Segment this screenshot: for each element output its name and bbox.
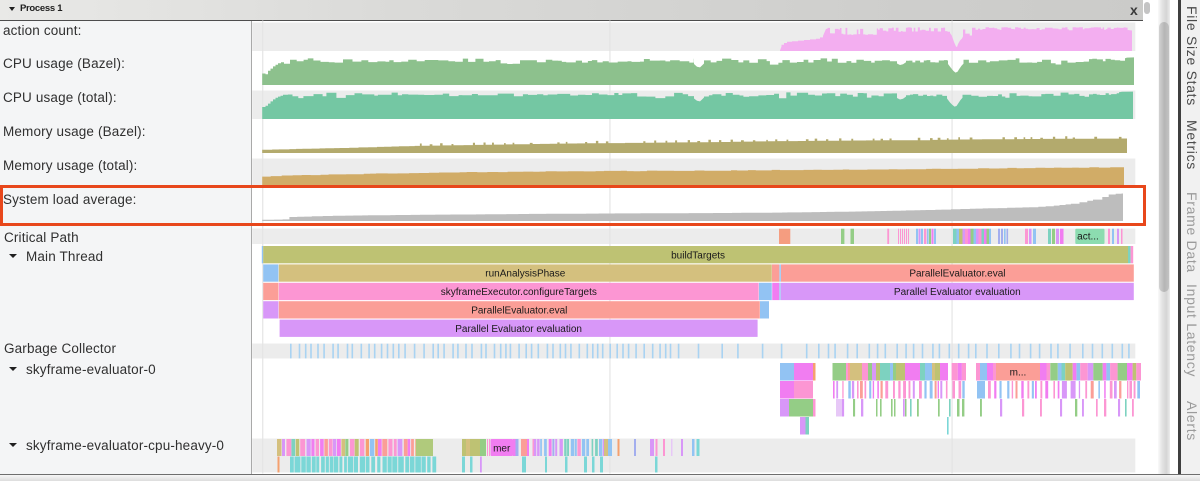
svg-text:mer: mer: [493, 444, 511, 455]
svg-text:m...: m...: [1010, 368, 1027, 379]
svg-text:ParallelEvaluator.eval: ParallelEvaluator.eval: [471, 306, 567, 317]
svg-text:runAnalysisPhase: runAnalysisPhase: [485, 269, 565, 280]
svg-text:ParallelEvaluator.eval: ParallelEvaluator.eval: [909, 269, 1005, 280]
svg-text:Parallel Evaluator evaluation: Parallel Evaluator evaluation: [894, 287, 1021, 298]
svg-text:buildTargets: buildTargets: [671, 250, 725, 261]
svg-text:act...: act...: [1077, 232, 1099, 243]
svg-text:Parallel Evaluator evaluation: Parallel Evaluator evaluation: [455, 324, 582, 335]
svg-text:skyframeExecutor.configureTarg: skyframeExecutor.configureTargets: [441, 287, 597, 298]
